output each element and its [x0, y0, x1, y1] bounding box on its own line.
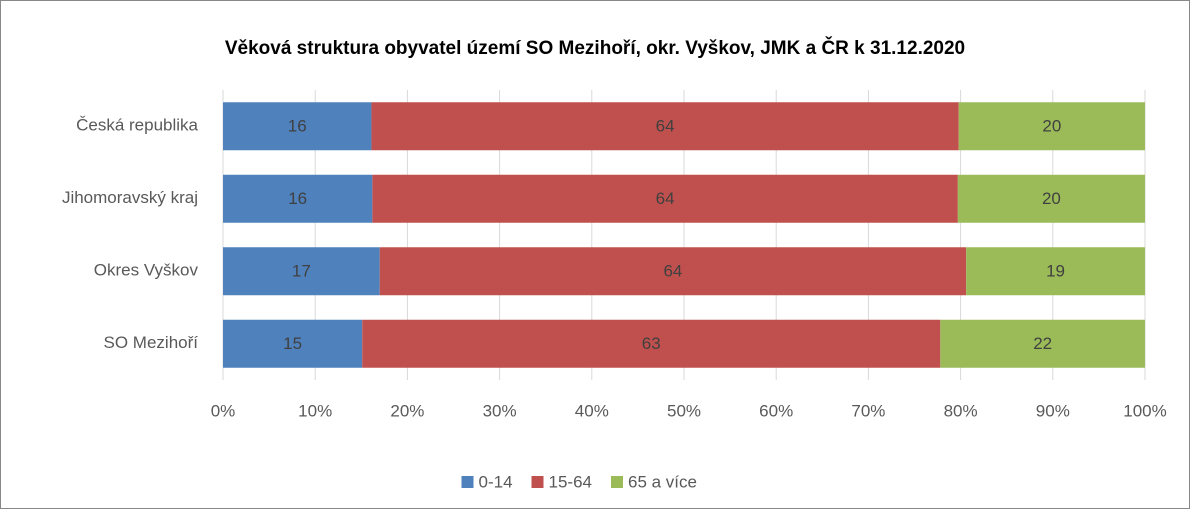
y-tick-label: Česká republika [76, 116, 198, 135]
bar-segment [362, 319, 941, 368]
y-tick-label: Jihomoravský kraj [62, 188, 198, 207]
bar-segment [223, 102, 372, 151]
x-tick-label: 40% [575, 401, 609, 420]
data-label: 15 [283, 334, 302, 353]
legend-swatch [531, 476, 544, 488]
x-tick-label: 50% [667, 401, 701, 420]
bar-segment [372, 174, 958, 223]
data-label: 63 [642, 334, 661, 353]
x-tick-label: 60% [759, 401, 793, 420]
data-label: 20 [1042, 189, 1061, 208]
data-label: 64 [656, 117, 675, 136]
legend-label: 15-64 [549, 472, 592, 491]
x-tick-label: 30% [483, 401, 517, 420]
bar-segment [957, 174, 1145, 223]
legend-swatch [611, 476, 623, 488]
bar-segment [371, 102, 959, 151]
data-label: 16 [288, 117, 307, 136]
data-label: 17 [292, 262, 311, 281]
data-label: 64 [663, 262, 682, 281]
bar-segment [223, 174, 373, 223]
data-label: 22 [1033, 334, 1052, 353]
data-label: 16 [288, 189, 307, 208]
data-label: 19 [1046, 262, 1065, 281]
data-label: 20 [1042, 117, 1061, 136]
x-tick-label: 80% [944, 401, 978, 420]
bar-segment [966, 247, 1145, 296]
bar-segment [223, 319, 363, 368]
legend-swatch [461, 476, 474, 488]
bar-segment [379, 247, 967, 296]
legend-label: 0-14 [479, 472, 513, 491]
y-tick-label: Okres Vyškov [94, 261, 199, 280]
x-tick-label: 10% [298, 401, 332, 420]
chart-title: Věková struktura obyvatel území SO Mezih… [225, 37, 965, 59]
bar-segment [958, 102, 1145, 151]
bar-segment [223, 247, 380, 296]
x-tick-label: 20% [390, 401, 424, 420]
legend-label: 65 a více [628, 472, 697, 491]
x-tick-label: 90% [1036, 401, 1070, 420]
x-tick-label: 100% [1123, 401, 1166, 420]
x-tick-label: 70% [851, 401, 885, 420]
bar-segment [940, 319, 1145, 368]
data-label: 64 [656, 189, 675, 208]
y-tick-label: SO Mezihoří [104, 333, 199, 352]
x-tick-label: 0% [211, 401, 236, 420]
